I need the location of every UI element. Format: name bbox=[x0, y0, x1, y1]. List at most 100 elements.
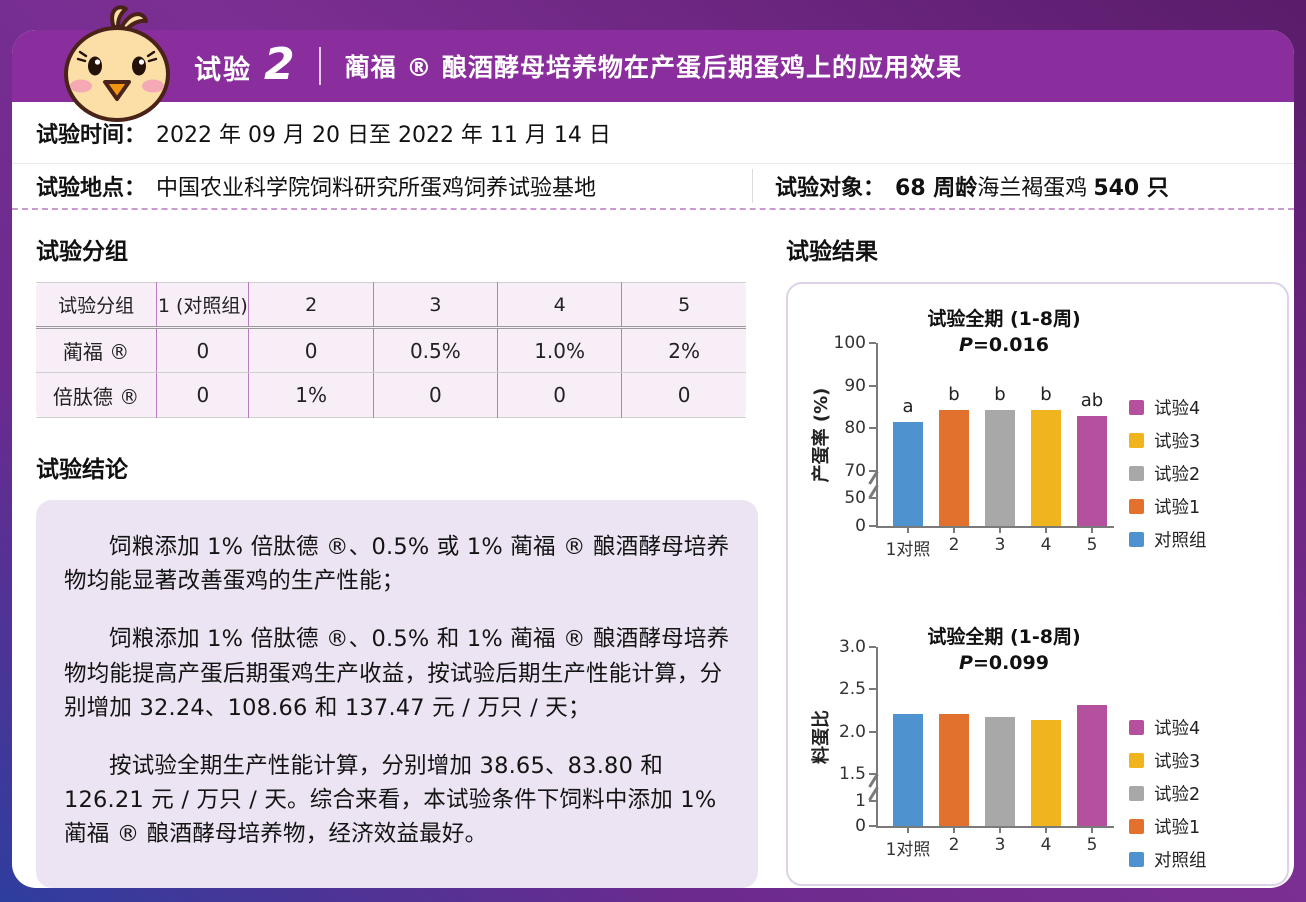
y-tick-mark bbox=[869, 825, 876, 827]
page-title: 蔺福 ® 酿酒酵母培养物在产蛋后期蛋鸡上的应用效果 bbox=[344, 53, 963, 82]
legend-label: 试验1 bbox=[1154, 818, 1201, 838]
conclusion-paragraph: 按试验全期生产性能计算，分别增加 38.65、83.80 和 126.21 元 … bbox=[64, 752, 717, 848]
badge-label: 试验 bbox=[194, 55, 252, 86]
x-tick-mark bbox=[1045, 828, 1047, 833]
bar bbox=[985, 409, 1015, 526]
x-tick-mark bbox=[999, 528, 1001, 533]
y-tick-mark bbox=[869, 470, 876, 472]
y-tick-label: 3.0 bbox=[838, 637, 866, 657]
x-axis bbox=[876, 526, 1114, 528]
legend-item: 试验4 bbox=[1129, 391, 1207, 424]
legend-label: 试验2 bbox=[1154, 465, 1201, 485]
header-banner: 试验 2 蔺福 ® 酿酒酵母培养物在产蛋后期蛋鸡上的应用效果 bbox=[12, 5, 1294, 122]
table-header-cell: 4 bbox=[496, 282, 622, 329]
main-content: 试验分组 试验分组 1 (对照组) 2 3 4 5 蔺福 ® 0 0 0.5% … bbox=[12, 210, 1294, 888]
y-tick-mark bbox=[869, 646, 876, 648]
legend-item: 试验2 bbox=[1129, 457, 1207, 490]
legend-item: 试验2 bbox=[1129, 777, 1207, 810]
bar-significance-label: b bbox=[948, 383, 960, 405]
bar bbox=[893, 713, 923, 826]
table-cell: 0 bbox=[621, 372, 746, 418]
feed-egg-ratio-chart: 试验全期 (1-8周) P=0.099 0 1 1.5 2.0 2.5 3.0 1对照 2 3 4 5 料… bbox=[796, 611, 1286, 876]
legend-label: 试验4 bbox=[1154, 719, 1201, 739]
bar bbox=[893, 421, 923, 526]
conclusion-heading: 试验结论 bbox=[36, 457, 128, 483]
chart-title: 试验全期 (1-8周) P=0.099 bbox=[927, 626, 1081, 674]
legend-swatch bbox=[1129, 466, 1144, 481]
y-tick-label: 0 bbox=[855, 816, 866, 836]
y-tick-mark bbox=[869, 773, 876, 775]
chart-legend: 试验4 试验3 试验2 试验1 对照组 bbox=[1129, 711, 1207, 876]
legend-item: 试验3 bbox=[1129, 744, 1207, 777]
table-row: 蔺福 ® 0 0 0.5% 1.0% 2% bbox=[36, 327, 746, 373]
x-tick-label: 5 bbox=[1086, 835, 1098, 855]
y-tick-mark bbox=[869, 342, 876, 344]
legend-label: 试验3 bbox=[1154, 432, 1201, 452]
banner-divider bbox=[318, 47, 321, 85]
subject-breed: 海兰褐蛋鸡 bbox=[977, 176, 1088, 201]
y-axis bbox=[876, 343, 878, 526]
legend-label: 对照组 bbox=[1154, 851, 1207, 871]
bar-significance-label: a bbox=[902, 395, 914, 417]
y-tick-label: 1.5 bbox=[838, 764, 866, 784]
x-tick-mark bbox=[953, 528, 955, 533]
legend-item: 试验1 bbox=[1129, 810, 1207, 843]
x-tick-mark bbox=[1091, 828, 1093, 833]
legend-label: 试验1 bbox=[1154, 498, 1201, 518]
bar bbox=[1031, 719, 1061, 826]
legend-label: 试验2 bbox=[1154, 785, 1201, 805]
table-cell: 0 bbox=[248, 327, 374, 373]
legend-swatch bbox=[1129, 720, 1144, 735]
results-heading: 试验结果 bbox=[786, 239, 878, 265]
legend-swatch bbox=[1129, 433, 1144, 448]
table-cell: 0 bbox=[156, 327, 249, 373]
legend-swatch bbox=[1129, 753, 1144, 768]
x-tick-label: 3 bbox=[994, 835, 1006, 855]
table-header-cell: 2 bbox=[248, 282, 374, 329]
y-tick-label: 80 bbox=[844, 418, 866, 439]
groups-heading: 试验分组 bbox=[36, 239, 128, 265]
experiment-badge: 试验 2 bbox=[194, 43, 295, 87]
right-column: 试验结果 试验全期 (1-8周) P=0.016 0 50 70 80 90 100 a 1对照 b… bbox=[786, 228, 1289, 888]
egg-production-rate-chart: 试验全期 (1-8周) P=0.016 0 50 70 80 90 100 a 1对照 b 2 b 3 b 4… bbox=[796, 291, 1286, 561]
legend-label: 试验4 bbox=[1154, 399, 1201, 419]
legend-item: 试验3 bbox=[1129, 424, 1207, 457]
bar-significance-label: b bbox=[1040, 383, 1052, 405]
y-tick-label: 100 bbox=[833, 333, 866, 353]
x-tick-mark bbox=[953, 828, 955, 833]
legend-label: 试验3 bbox=[1154, 752, 1201, 772]
legend-swatch bbox=[1129, 852, 1144, 867]
time-value: 2022 年 09 月 20 日至 2022 年 11 月 14 日 bbox=[156, 122, 611, 148]
x-tick-mark bbox=[907, 528, 909, 533]
table-header-cell: 1 (对照组) bbox=[156, 282, 249, 329]
bar bbox=[1031, 409, 1061, 526]
subject-age: 68 周龄 bbox=[895, 176, 978, 201]
y-tick-mark bbox=[869, 497, 876, 499]
y-tick-label: 1 bbox=[855, 791, 866, 811]
y-tick-label: 2.5 bbox=[838, 679, 866, 700]
x-tick-label: 4 bbox=[1040, 535, 1052, 555]
legend-swatch bbox=[1129, 499, 1144, 514]
x-tick-mark bbox=[907, 828, 909, 833]
legend-swatch bbox=[1129, 400, 1144, 415]
time-label: 试验时间： bbox=[36, 122, 147, 148]
table-cell: 0 bbox=[496, 372, 622, 418]
x-axis bbox=[876, 826, 1114, 828]
bar bbox=[939, 409, 969, 526]
bar-significance-label: b bbox=[994, 383, 1006, 405]
bar bbox=[985, 717, 1015, 826]
y-tick-label: 70 bbox=[844, 461, 866, 481]
legend-label: 对照组 bbox=[1154, 531, 1207, 551]
legend-swatch bbox=[1129, 786, 1144, 801]
x-tick-label: 2 bbox=[948, 835, 960, 855]
bar bbox=[939, 713, 969, 826]
groups-table: 试验分组 1 (对照组) 2 3 4 5 蔺福 ® 0 0 0.5% 1.0% … bbox=[36, 282, 746, 418]
chart-title: 试验全期 (1-8周) P=0.016 bbox=[927, 308, 1081, 356]
subject-label: 试验对象： bbox=[775, 176, 886, 201]
subject-cell: 试验对象： 68 周龄 海兰褐蛋鸡 540 只 bbox=[753, 170, 1169, 202]
y-axis bbox=[876, 647, 878, 826]
conclusion-paragraph: 饲粮添加 1% 倍肽德 ®、0.5% 或 1% 蔺福 ® 酿酒酵母培养物均能显著… bbox=[64, 534, 730, 595]
table-cell: 0 bbox=[372, 372, 498, 418]
legend-item: 试验4 bbox=[1129, 711, 1207, 744]
